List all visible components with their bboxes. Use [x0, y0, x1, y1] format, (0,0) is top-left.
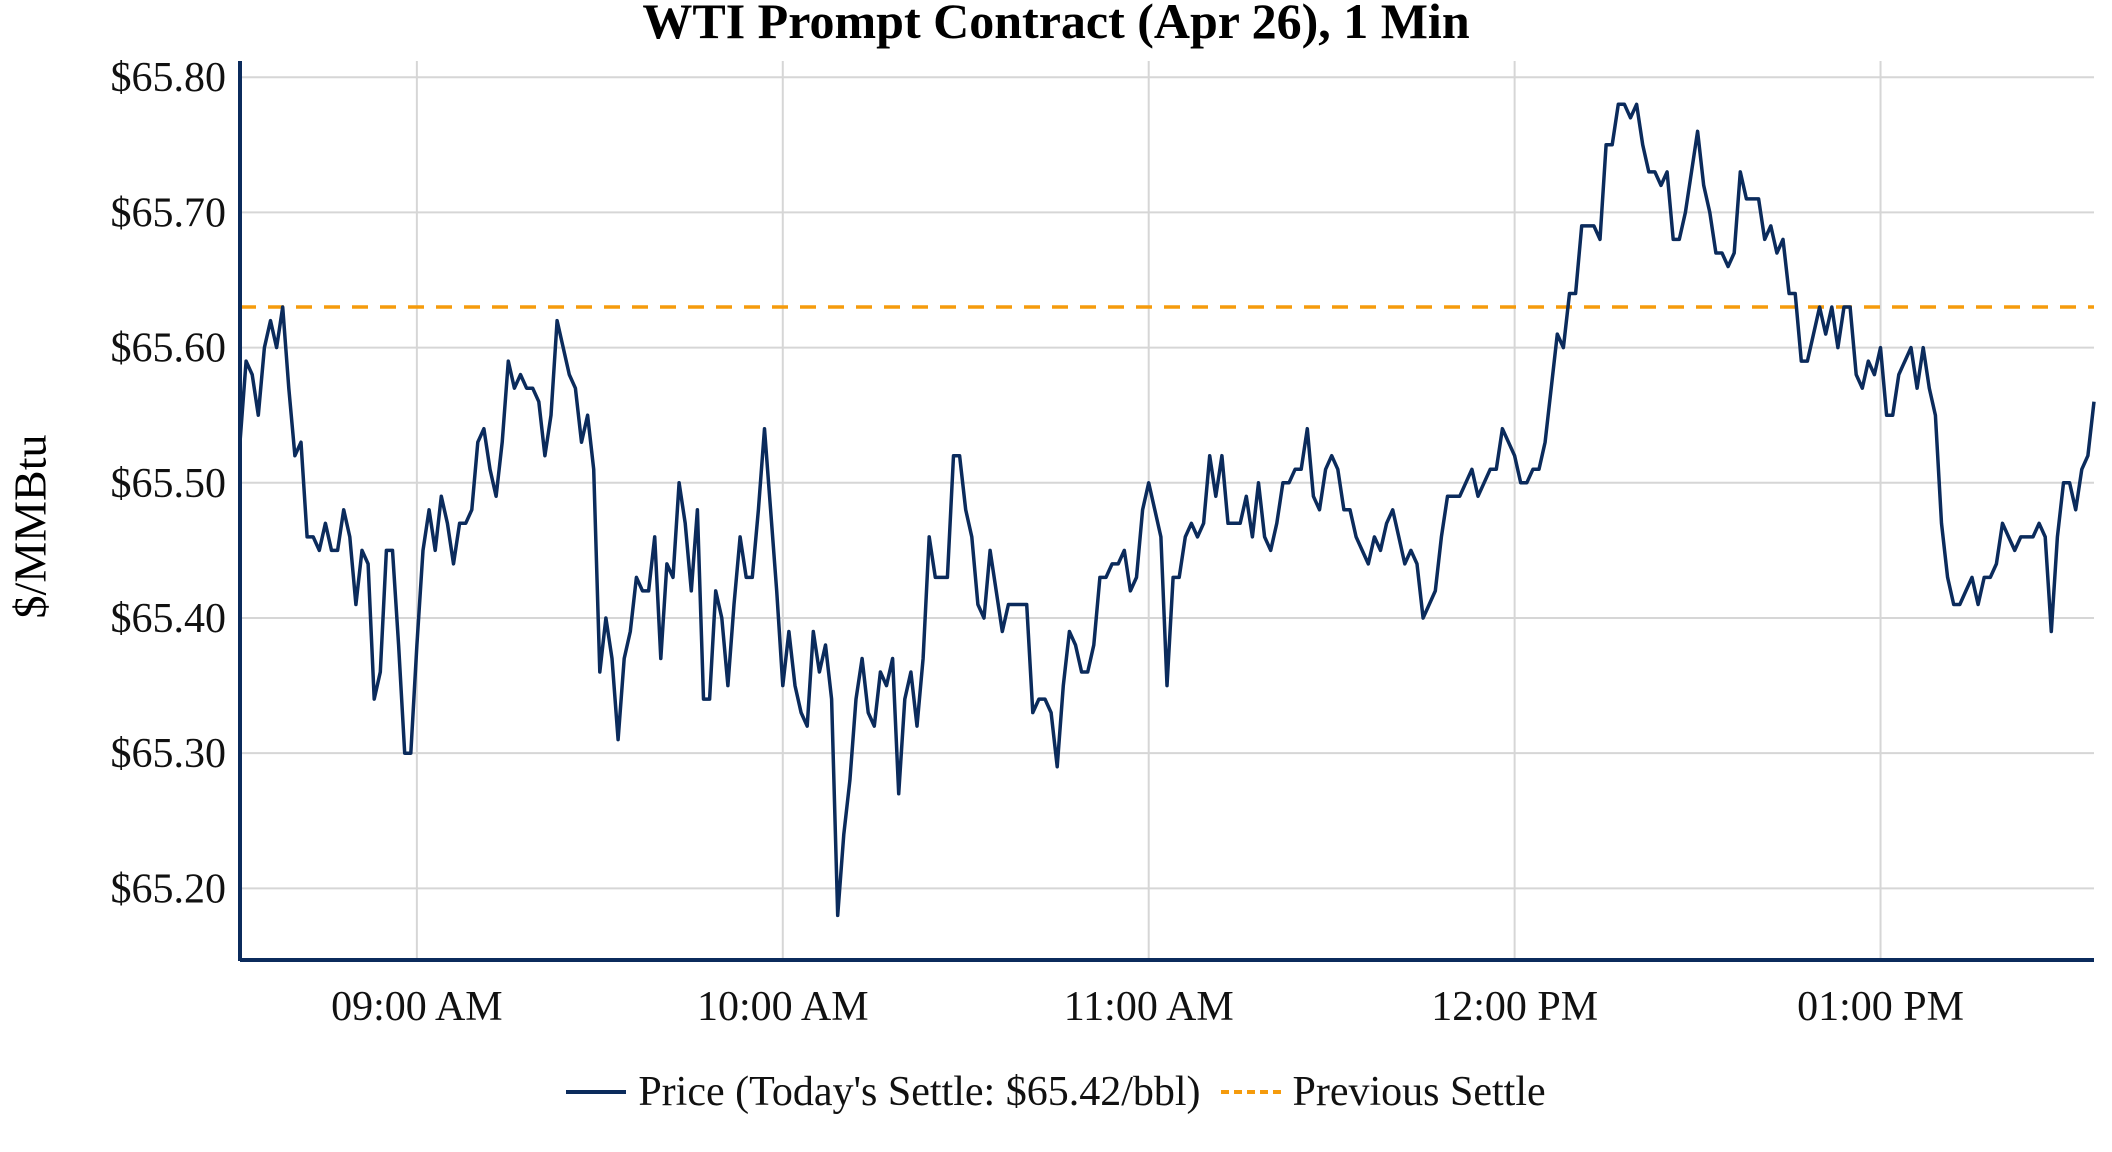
y-tick-label: $65.30	[111, 731, 227, 777]
x-tick-label: 09:00 AM	[331, 984, 503, 1030]
legend-item-price[interactable]: Price (Today's Settle: $65.42/bbl)	[566, 1068, 1201, 1116]
legend-label-previous-settle: Previous Settle	[1292, 1069, 1546, 1115]
legend-label-price: Price (Today's Settle: $65.42/bbl)	[638, 1069, 1201, 1115]
x-tick-label: 01:00 PM	[1797, 984, 1964, 1030]
y-tick-label: $65.50	[111, 461, 227, 507]
x-tick-label: 10:00 AM	[697, 984, 869, 1030]
y-tick-label: $65.60	[111, 326, 227, 372]
legend-item-previous-settle[interactable]: Previous Settle	[1220, 1068, 1546, 1116]
legend-swatch-previous-settle	[1220, 1090, 1281, 1094]
y-axis-label: $/MMBtu	[4, 434, 56, 619]
y-tick-label: $65.70	[111, 190, 227, 236]
x-tick-label: 11:00 AM	[1064, 984, 1234, 1030]
price-line	[238, 102, 2096, 918]
y-tick-label: $65.80	[111, 55, 227, 101]
legend-swatch-price	[566, 1090, 627, 1094]
y-tick-label: $65.20	[111, 866, 227, 912]
legend: Price (Today's Settle: $65.42/bbl) Previ…	[0, 1068, 2112, 1116]
y-tick-label: $65.40	[111, 596, 227, 642]
x-tick-label: 12:00 PM	[1431, 984, 1598, 1030]
chart-title: WTI Prompt Contract (Apr 26), 1 Min	[642, 0, 1470, 49]
